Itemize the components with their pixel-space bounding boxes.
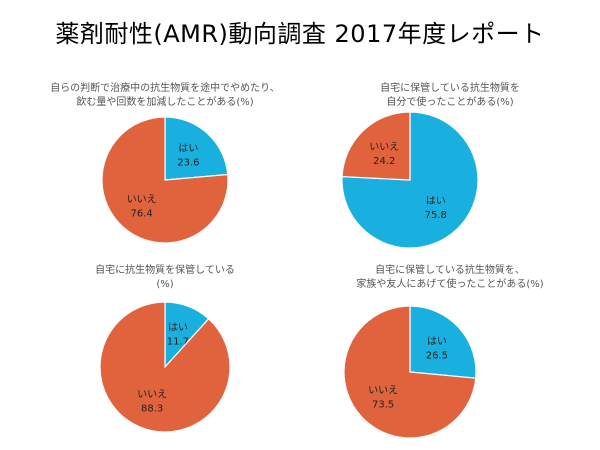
slice-value-label: 76.4 (130, 209, 152, 220)
slice-category-label: はい (178, 142, 198, 154)
slice-category-label: いいえ (369, 141, 399, 153)
pie-title: 自宅に保管している抗生物質を、 家族や友人にあげて使ったことがある(%) (356, 265, 544, 290)
slice-value-label: 26.5 (426, 351, 448, 362)
slice-category-label: はい (427, 336, 447, 348)
slice-category-label: いいえ (368, 384, 398, 396)
pie-slice-no (341, 111, 411, 181)
pie-slice-yes (409, 305, 477, 379)
pie-panel: 自宅に保管している抗生物質を、 家族や友人にあげて使ったことがある(%) (305, 264, 595, 292)
slice-category-label: はい (426, 195, 446, 207)
pie-slice-no (99, 301, 231, 433)
slice-value-label: 88.3 (141, 403, 163, 414)
slice-category-label: いいえ (127, 194, 157, 206)
slice-value-label: 73.5 (372, 399, 394, 410)
pie-title: 自宅に保管している抗生物質を 自分で使ったことがある(%) (380, 83, 520, 108)
slice-value-label: 23.6 (177, 157, 199, 168)
slice-value-label: 75.8 (425, 210, 447, 221)
slice-value-label: 24.2 (373, 156, 395, 167)
pie-title: 自らの判断で治療中の抗生物質を途中でやめたり、 飲む量や回数を加減したことがある(… (50, 83, 280, 108)
pie-panel: 自らの判断で治療中の抗生物質を途中でやめたり、 飲む量や回数を加減したことがある(… (20, 82, 310, 110)
pie-slice-no (343, 305, 477, 439)
slice-category-label: いいえ (137, 388, 167, 400)
slice-value-label: 11.7 (167, 337, 189, 348)
report-title: 薬剤耐性(AMR)動向調査 2017年度レポート (55, 20, 545, 48)
slice-category-label: はい (168, 322, 188, 334)
pie-slice-yes (164, 116, 229, 181)
pie-slice-no (101, 116, 229, 244)
pie-panel: 自宅に抗生物質を保管している (%) (20, 264, 310, 292)
pie-panel: 自宅に保管している抗生物質を 自分で使ったことがある(%) (305, 82, 595, 110)
pie-title: 自宅に抗生物質を保管している (%) (95, 265, 235, 290)
